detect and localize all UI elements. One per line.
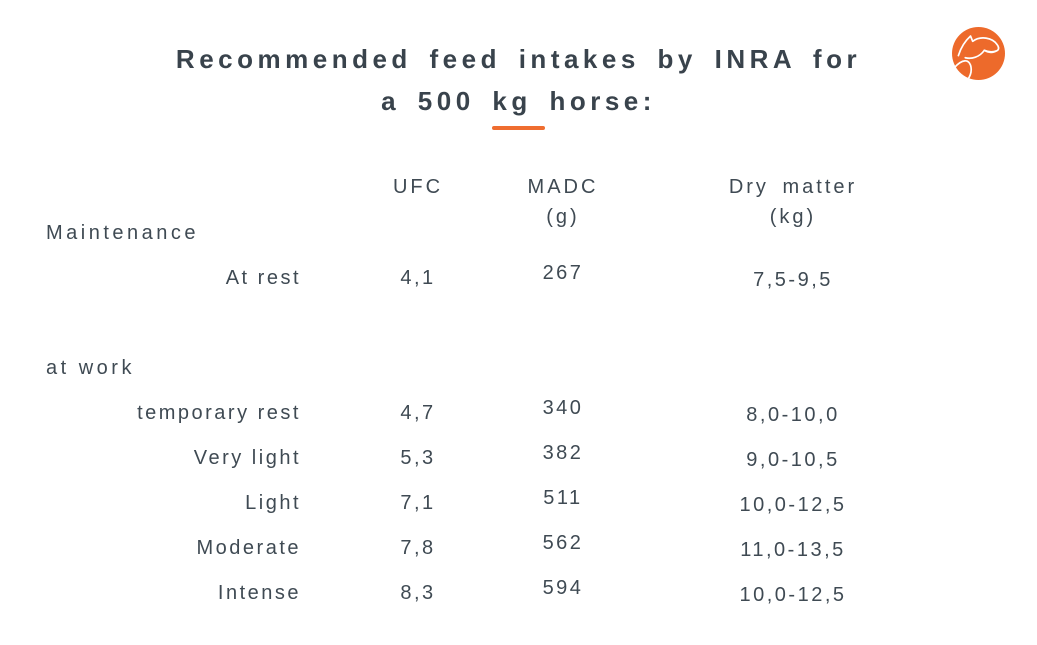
horse-head-icon: [952, 27, 1005, 80]
dry-matter-value: 7,5-9,5: [753, 269, 833, 291]
row-label: Light: [245, 492, 301, 514]
group-label: at work: [46, 357, 135, 379]
row-label: temporary rest: [137, 402, 301, 424]
ufc-value: 7,1: [400, 492, 436, 514]
table-row: Very light 5,3 382 9,0-10,5: [0, 442, 1037, 471]
ufc-value: 4,7: [400, 402, 436, 424]
table-header-units-row: (g) (kg): [0, 205, 1037, 229]
column-unit-dry-matter: (kg): [769, 206, 817, 228]
column-header-ufc: UFC: [392, 176, 444, 198]
madc-value: 340: [542, 397, 584, 419]
madc-value: 511: [543, 487, 583, 509]
table-row: temporary rest 4,7 340 8,0-10,0: [0, 397, 1037, 426]
table-row: Moderate 7,8 562 11,0-13,5: [0, 532, 1037, 561]
ufc-value: 8,3: [400, 582, 436, 604]
page-title-line1: Recommended feed intakes by INRA for: [175, 44, 862, 74]
group-label: Maintenance: [46, 222, 200, 244]
table-header-row: UFC MADC Dry matter: [0, 175, 1037, 199]
ufc-value: 7,8: [400, 537, 436, 559]
madc-value: 382: [542, 442, 584, 464]
madc-value: 562: [542, 532, 584, 554]
ufc-value: 5,3: [400, 447, 436, 469]
column-unit-madc: (g): [546, 206, 580, 228]
column-header-madc: MADC: [527, 176, 599, 198]
title-divider: [492, 126, 545, 130]
dry-matter-value: 9,0-10,5: [746, 449, 840, 471]
row-label: Very light: [193, 447, 301, 469]
page-title-line2: a 500 kg horse:: [381, 86, 656, 116]
group-row-maintenance: Maintenance: [0, 221, 1037, 245]
madc-value: 267: [542, 262, 584, 284]
dry-matter-value: 11,0-13,5: [740, 539, 846, 561]
table-row: At rest 4,1 267 7,5-9,5: [0, 262, 1037, 291]
dry-matter-value: 10,0-12,5: [739, 584, 847, 606]
page-title: Recommended feed intakes by INRA for a 5…: [0, 38, 1037, 122]
table-row: Light 7,1 511 10,0-12,5: [0, 487, 1037, 516]
table-row: Intense 8,3 594 10,0-12,5: [0, 577, 1037, 606]
horse-logo-icon: [952, 27, 1005, 80]
dry-matter-value: 10,0-12,5: [739, 494, 847, 516]
dry-matter-value: 8,0-10,0: [746, 404, 840, 426]
group-row-at-work: at work: [0, 356, 1037, 380]
madc-value: 594: [542, 577, 584, 599]
row-label: At rest: [225, 267, 301, 289]
column-header-dry-matter: Dry matter: [728, 176, 858, 198]
row-label: Intense: [217, 582, 301, 604]
row-label: Moderate: [196, 537, 301, 559]
ufc-value: 4,1: [400, 267, 436, 289]
